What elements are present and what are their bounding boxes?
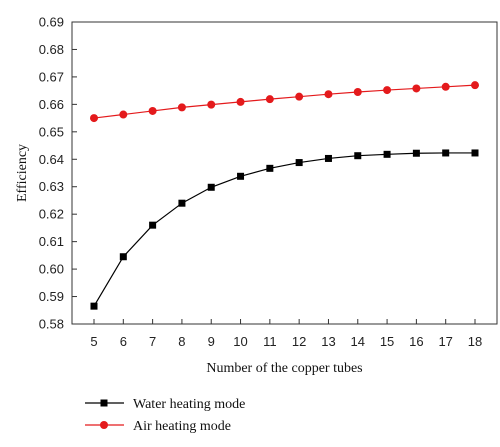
data-point-air (119, 110, 128, 119)
data-point-water (178, 199, 186, 207)
y-axis-title: Efficiency (15, 144, 30, 202)
y-tick-label: 0.63 (39, 179, 64, 194)
data-point-water (383, 150, 391, 158)
data-point-water (266, 164, 274, 172)
data-point-air (471, 81, 479, 90)
y-tick-label: 0.59 (39, 289, 64, 304)
x-tick-label: 18 (468, 334, 482, 349)
legend-marker-water (100, 399, 108, 407)
x-axis-title: Number of the copper tubes (206, 361, 362, 376)
x-tick-label: 11 (263, 334, 277, 349)
x-tick-label: 15 (380, 334, 394, 349)
data-point-water (295, 159, 303, 167)
y-tick-label: 0.64 (39, 152, 64, 167)
y-tick-label: 0.60 (39, 262, 64, 277)
legend-item-water: Water heating mode (85, 397, 245, 412)
x-tick-label: 17 (438, 334, 452, 349)
x-tick-label: 10 (233, 334, 247, 349)
data-point-air (295, 92, 304, 101)
data-point-air (441, 82, 450, 91)
data-point-air (412, 84, 421, 93)
y-tick-label: 0.67 (39, 69, 64, 84)
x-tick-label: 8 (178, 334, 185, 349)
legend-item-air: Air heating mode (85, 419, 231, 434)
data-point-air (353, 88, 362, 97)
data-point-air (207, 100, 216, 109)
data-point-water (90, 302, 98, 310)
legend-label-air: Air heating mode (133, 419, 231, 434)
data-point-water (207, 183, 215, 191)
y-tick-label: 0.68 (39, 42, 64, 57)
series-line-air (93, 84, 476, 119)
data-point-water (324, 154, 332, 162)
data-point-air (324, 90, 333, 99)
x-tick-label: 5 (90, 334, 97, 349)
y-tick-label: 0.69 (39, 15, 64, 30)
data-point-water (471, 149, 479, 157)
data-point-air (177, 103, 186, 112)
y-axis: 0.58 0.59 0.60 0.61 0.62 0.63 0.64 0.65 0.66 0.67… (39, 15, 77, 332)
series-line-water (93, 152, 475, 307)
legend-marker-air (100, 421, 108, 429)
legend-label-water: Water heating mode (133, 397, 245, 412)
data-point-water (237, 172, 245, 180)
series-layer (90, 81, 479, 310)
x-tick-label: 7 (149, 334, 156, 349)
y-tick-label: 0.65 (39, 124, 64, 139)
y-tick-label: 0.61 (39, 234, 64, 249)
x-tick-label: 14 (351, 334, 365, 349)
x-axis: 5 6 7 8 9 10 11 12 13 14 15 16 17 18 (90, 319, 482, 349)
x-tick-label: 13 (321, 334, 335, 349)
data-point-water (119, 253, 127, 261)
x-tick-label: 9 (208, 334, 215, 349)
plot-area: 0.58 0.59 0.60 0.61 0.62 0.63 0.64 0.65 0.66 0.67… (39, 15, 498, 349)
data-point-water (442, 149, 450, 157)
x-tick-label: 16 (409, 334, 423, 349)
plot-frame (71, 21, 498, 325)
y-tick-label: 0.58 (39, 317, 64, 332)
data-point-air (236, 97, 245, 106)
legend: Water heating mode Air heating mode (85, 397, 245, 434)
data-point-air (148, 106, 157, 115)
data-point-water (354, 152, 362, 160)
y-tick-label: 0.66 (39, 97, 64, 112)
data-point-air (90, 114, 98, 123)
data-point-water (412, 149, 420, 157)
data-point-water (149, 221, 157, 229)
y-tick-label: 0.62 (39, 207, 64, 222)
x-tick-label: 12 (292, 334, 306, 349)
data-point-air (265, 95, 274, 104)
x-tick-label: 6 (120, 334, 127, 349)
data-point-air (383, 86, 392, 95)
